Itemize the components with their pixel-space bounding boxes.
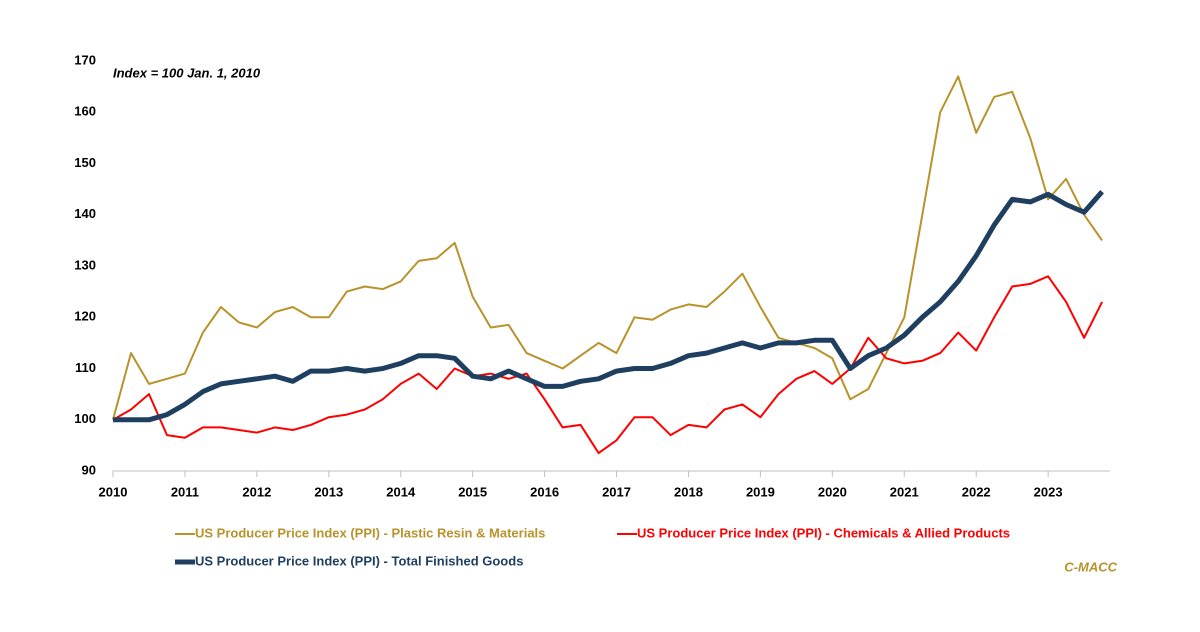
x-tick-label: 2022: [962, 484, 991, 499]
series-line: [112, 275, 1103, 455]
source-label: C-MACC: [1064, 559, 1117, 574]
x-tick-label: 2015: [458, 484, 487, 499]
x-tick-label: 2014: [386, 484, 416, 499]
x-tick-label: 2020: [818, 484, 847, 499]
x-tick-label: 2016: [530, 484, 559, 499]
series-line: [112, 75, 1103, 421]
x-tick-label: 2019: [746, 484, 775, 499]
y-tick-label: 120: [74, 309, 96, 324]
y-tick-label: 110: [75, 360, 96, 375]
legend-label: US Producer Price Index (PPI) - Total Fi…: [195, 553, 523, 568]
y-tick-label: 140: [74, 206, 96, 221]
y-tick-label: 160: [74, 104, 96, 119]
x-tick-label: 2013: [314, 484, 343, 499]
x-tick-label: 2018: [674, 484, 703, 499]
x-tick-label: 2012: [242, 484, 271, 499]
x-tick-label: 2010: [99, 484, 128, 499]
annotation: Index = 100 Jan. 1, 2010: [113, 65, 261, 80]
legend-label: US Producer Price Index (PPI) - Chemical…: [637, 525, 1010, 540]
series-line: [113, 190, 1104, 423]
y-tick-label: 170: [74, 52, 96, 67]
x-tick-label: 2021: [890, 484, 919, 499]
y-tick-label: 90: [82, 462, 96, 477]
y-tick-label: 130: [74, 257, 96, 272]
legend-label: US Producer Price Index (PPI) - Plastic …: [195, 525, 545, 540]
x-tick-label: 2017: [602, 484, 631, 499]
y-tick-label: 100: [74, 411, 96, 426]
x-tick-label: 2023: [1034, 484, 1063, 499]
x-tick-label: 2011: [171, 484, 199, 499]
y-tick-label: 150: [74, 155, 96, 170]
